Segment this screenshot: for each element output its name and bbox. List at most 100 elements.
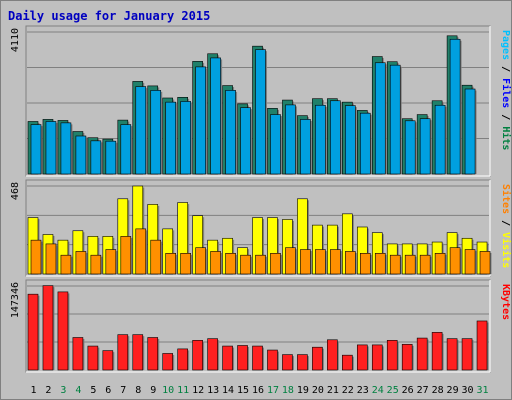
- bar-sites-day-2: [45, 243, 57, 275]
- bar-sites-day-28: [434, 253, 446, 275]
- bar-files-day-3: [60, 122, 72, 175]
- x-tick-label: 14: [222, 385, 234, 396]
- bar-sites-day-23: [359, 253, 371, 275]
- bar-sites-day-22: [345, 251, 356, 275]
- bar-files-day-16: [255, 49, 266, 175]
- y-max-label: 147346: [10, 282, 21, 318]
- bar-kbytes-day-3: [57, 291, 69, 371]
- legend-item: Pages: [500, 30, 511, 60]
- x-tick-label: 11: [177, 385, 189, 396]
- bar-kbytes-day-27: [416, 337, 428, 371]
- chart-panels: 4110 Pages / Files / Hits 468 Sites / Visit…: [10, 25, 512, 373]
- x-tick-label: 21: [327, 385, 339, 396]
- legend-item: KBytes: [500, 284, 511, 320]
- bar-files-day-18: [285, 104, 296, 175]
- legend-separator: /: [500, 108, 511, 126]
- bar-kbytes-day-2: [42, 285, 54, 371]
- bar-files-day-8: [135, 86, 147, 175]
- bar-sites-day-26: [404, 254, 416, 275]
- bar-kbytes-day-1: [27, 293, 39, 371]
- bar-sites-day-10: [165, 253, 177, 275]
- bar-sites-day-1: [30, 239, 42, 275]
- bar-kbytes-day-19: [297, 354, 308, 371]
- bar-files-day-28: [434, 104, 446, 175]
- x-tick-label: 1: [30, 385, 36, 396]
- bar-files-day-6: [105, 140, 117, 175]
- bar-kbytes-day-11: [177, 348, 188, 371]
- bar-sites-day-11: [180, 253, 191, 275]
- bar-files-day-12: [195, 66, 206, 175]
- bar-sites-day-29: [449, 247, 461, 275]
- bar-sites-day-3: [60, 254, 72, 275]
- y-max-label: 4110: [10, 28, 21, 52]
- bar-kbytes-day-10: [162, 353, 174, 371]
- bar-sites-day-12: [195, 247, 206, 275]
- bar-files-day-24: [374, 62, 386, 175]
- x-axis-labels: 1 2 3 4 5 6 7 8 9 10 11 12 13 14 15 16 17 18 19 20 21 22 23 24 2…: [30, 385, 488, 396]
- bar-kbytes-day-9: [147, 337, 159, 371]
- x-tick-label: 12: [192, 385, 204, 396]
- bar-files-day-17: [270, 114, 281, 175]
- x-tick-label: 26: [402, 385, 414, 396]
- x-tick-label: 8: [135, 385, 141, 396]
- x-tick-label: 27: [417, 385, 429, 396]
- bar-kbytes-day-17: [267, 349, 278, 371]
- series-group: [27, 185, 492, 275]
- bar-kbytes-day-8: [132, 334, 144, 371]
- x-tick-label: 9: [150, 385, 156, 396]
- bar-sites-day-4: [75, 251, 87, 275]
- x-tick-label: 13: [207, 385, 219, 396]
- bar-files-day-4: [75, 135, 87, 175]
- bar-kbytes-day-4: [72, 337, 84, 371]
- bar-files-day-14: [225, 90, 236, 175]
- bar-sites-day-17: [270, 253, 281, 275]
- legend-separator: /: [500, 60, 511, 78]
- x-tick-label: 10: [162, 385, 174, 396]
- bar-kbytes-day-18: [282, 354, 293, 371]
- legend-item: Hits: [500, 126, 512, 150]
- bar-sites-day-14: [225, 253, 236, 275]
- legend-item: Visits: [500, 232, 512, 268]
- bar-sites-day-30: [464, 249, 476, 275]
- legend-separator: /: [500, 214, 511, 232]
- bar-kbytes-day-6: [102, 350, 114, 371]
- bar-kbytes-day-5: [87, 345, 99, 371]
- bar-files-day-11: [180, 101, 191, 175]
- bar-files-day-21: [330, 100, 341, 175]
- legend-item: Files: [500, 78, 512, 108]
- x-tick-label: 20: [312, 385, 324, 396]
- x-tick-label: 6: [105, 385, 111, 396]
- bar-sites-day-24: [374, 253, 386, 275]
- bar-files-day-29: [449, 38, 461, 175]
- bar-sites-day-13: [210, 251, 221, 275]
- bar-kbytes-day-29: [446, 338, 458, 371]
- x-tick-label: 19: [297, 385, 309, 396]
- bar-kbytes-day-28: [431, 332, 443, 371]
- bar-sites-day-27: [419, 254, 431, 275]
- series-group: [27, 35, 477, 175]
- panel-kbytes: 147346 KBytes: [10, 279, 511, 373]
- bar-sites-day-15: [240, 254, 251, 275]
- bar-sites-day-21: [330, 249, 341, 275]
- bar-kbytes-day-12: [192, 340, 203, 371]
- chart-title: Daily usage for January 2015: [8, 9, 210, 23]
- bar-kbytes-day-30: [461, 338, 473, 371]
- bar-sites-day-6: [105, 249, 117, 275]
- bar-kbytes-day-15: [237, 345, 248, 371]
- bar-sites-day-25: [389, 254, 401, 275]
- x-tick-label: 24: [372, 385, 384, 396]
- bar-kbytes-day-7: [117, 334, 129, 371]
- x-tick-label: 28: [432, 385, 444, 396]
- x-tick-label: 23: [357, 385, 369, 396]
- bar-sites-day-5: [90, 254, 102, 275]
- bar-kbytes-day-23: [356, 344, 368, 371]
- bar-files-day-15: [240, 107, 251, 175]
- x-tick-label: 25: [387, 385, 399, 396]
- x-tick-label: 2: [45, 385, 51, 396]
- bar-kbytes-day-22: [342, 354, 353, 371]
- panel-hits-files-pages: 4110 Pages / Files / Hits: [10, 25, 512, 177]
- legend: Pages / Files / Hits: [500, 30, 512, 150]
- bar-files-day-26: [404, 120, 416, 175]
- bar-kbytes-day-31: [476, 320, 488, 371]
- series-group: [27, 285, 489, 371]
